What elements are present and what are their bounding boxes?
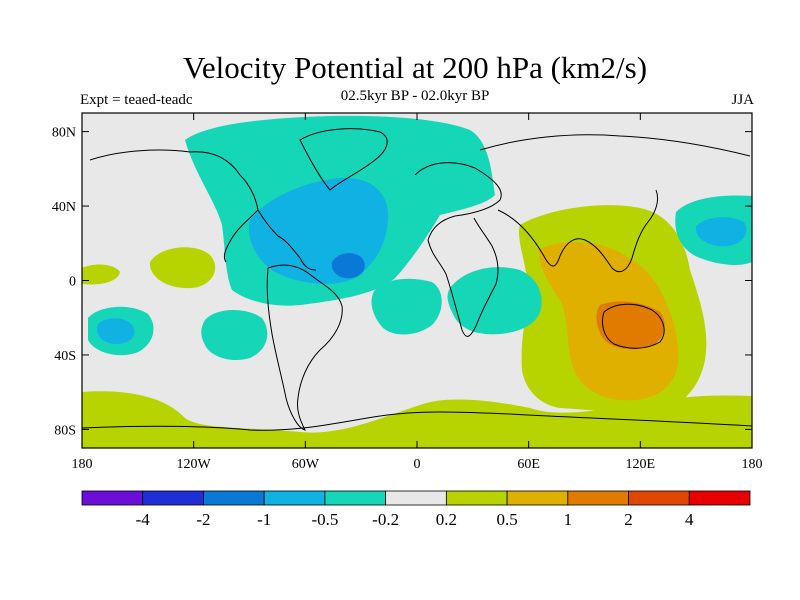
lat-tick-label: 40N: [52, 200, 76, 215]
colorbar-swatch: [324, 490, 387, 506]
colorbar-swatch: [142, 490, 204, 506]
coastline-antarctica: [82, 411, 752, 431]
colorbar-swatch: [628, 490, 690, 506]
season-label: JJA: [731, 92, 754, 108]
contour-fill-south-america-teal: [201, 309, 268, 361]
coastline-north-america: [89, 149, 317, 271]
colorbar-swatch: [445, 490, 508, 506]
lat-tick-label: 80N: [52, 126, 76, 141]
colorbar-swatch: [688, 490, 751, 506]
lat-tick-label: 0: [69, 275, 76, 290]
coastlines: [82, 128, 752, 431]
lat-tick-label: 80S: [54, 423, 76, 438]
colorbar-label: -0.5: [311, 510, 338, 529]
lat-tick-label: 40S: [54, 349, 76, 364]
contour-fill-pacific-green-east: [82, 264, 120, 285]
colorbar-label: 0.5: [496, 510, 517, 529]
colorbar-label: -2: [196, 510, 210, 529]
contour-fill-north-atlantic-center: [331, 253, 365, 279]
colorbar-swatch: [203, 490, 265, 506]
colorbar-label: -4: [136, 510, 151, 529]
contour-fills: [82, 115, 752, 448]
coastline-australia: [601, 303, 665, 349]
colorbar-swatch: [506, 490, 569, 506]
coastline-asia: [479, 134, 751, 273]
colorbar-swatch: [385, 490, 447, 506]
colorbar-label: 1: [564, 510, 573, 529]
experiment-label: Expt = teaed-teadc: [80, 92, 193, 108]
colorbar-swatch: [567, 490, 629, 506]
lon-tick-label: 180: [72, 457, 93, 472]
contour-fill-pacific-blue: [97, 318, 135, 344]
colorbar-swatch: [263, 490, 326, 506]
contour-fill-africa-teal: [447, 267, 542, 335]
coastline-south-america: [266, 264, 343, 431]
contour-fill-atlantic-teal: [371, 278, 442, 335]
lon-tick-label: 0: [414, 457, 421, 472]
coastline-greenland: [299, 128, 388, 191]
contour-fill-australia-orange: [596, 301, 665, 350]
lon-tick-label: 120W: [177, 457, 212, 472]
colorbar-label: -1: [257, 510, 271, 529]
lon-tick-label: 120E: [626, 457, 656, 472]
latitude-ticks: 80N 40N 0 40S 80S: [52, 126, 752, 438]
colorbar: -4 -2 -1 -0.5 -0.2 0.2 0.5 1 2 4: [81, 490, 751, 529]
contour-fill-west-pacific-blue: [695, 217, 747, 247]
coastline-europe-africa: [414, 162, 502, 337]
lon-tick-label: 180: [742, 457, 763, 472]
period-label: 02.5kyr BP - 02.0kyr BP: [340, 88, 490, 104]
lon-tick-label: 60E: [517, 457, 540, 472]
contour-fill-southern-green: [82, 391, 752, 448]
map-title: Velocity Potential at 200 hPa (km2/s): [182, 50, 648, 85]
colorbar-label: 4: [685, 510, 694, 529]
contour-fill-pacific-green-west: [149, 247, 216, 289]
colorbar-label: 2: [624, 510, 633, 529]
colorbar-label: 0.2: [436, 510, 457, 529]
colorbar-label: -0.2: [372, 510, 399, 529]
lon-tick-label: 60W: [292, 457, 320, 472]
colorbar-swatch: [81, 490, 144, 506]
longitude-ticks: 180 120W 60W 0 60E 120E 180: [72, 113, 763, 472]
